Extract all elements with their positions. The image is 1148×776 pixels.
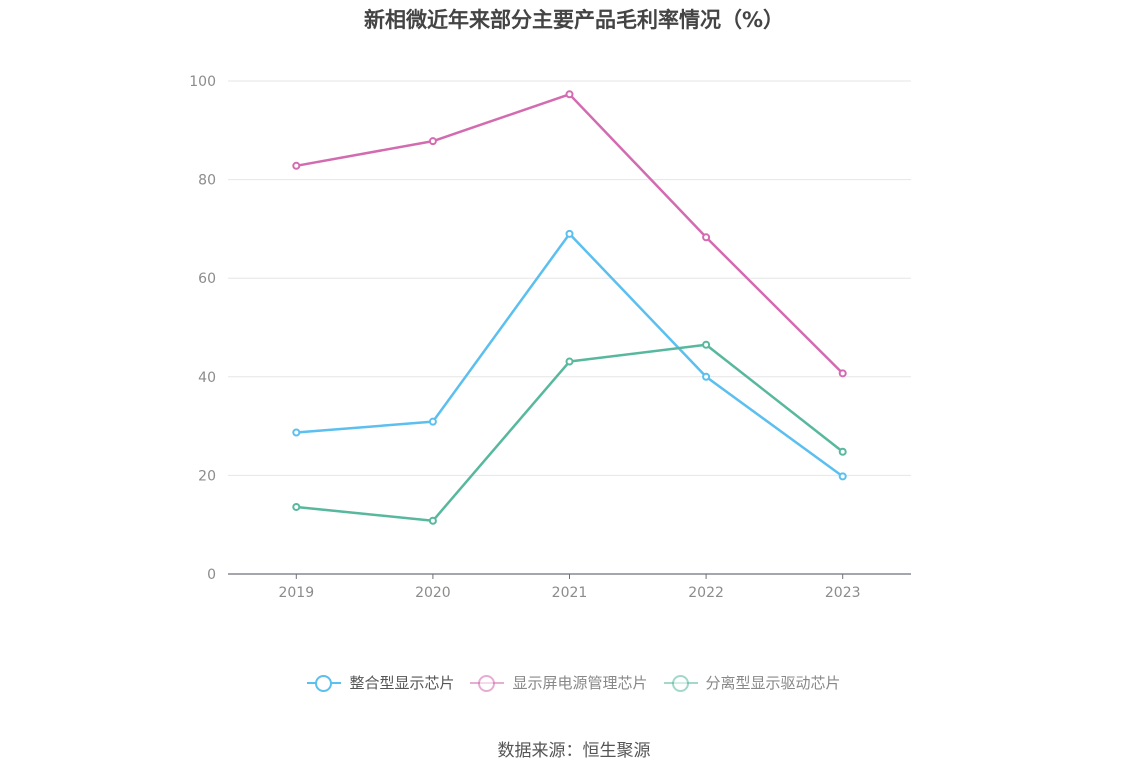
legend-label: 整合型显示芯片	[349, 674, 455, 692]
data-point	[838, 447, 847, 456]
legend-label: 分离型显示驱动芯片	[705, 674, 841, 692]
data-point	[838, 369, 847, 378]
data-point	[292, 161, 301, 170]
y-tick-label: 20	[198, 468, 216, 484]
legend-swatch	[663, 674, 698, 692]
data-point	[702, 372, 711, 381]
x-tick-label: 2019	[278, 585, 314, 601]
data-point	[428, 516, 437, 525]
x-tick-label: 2020	[415, 585, 451, 601]
data-point	[428, 137, 437, 146]
legend-item-1[interactable]: 整合型显示芯片	[307, 672, 454, 693]
legend: 整合型显示芯片 显示屏电源管理芯片 分离型显示驱动芯片	[0, 672, 1148, 693]
x-tick-label: 2021	[552, 585, 588, 601]
grid-lines	[228, 80, 911, 476]
x-axis: 2019 2020 2021 2022 2023	[228, 573, 911, 601]
y-tick-label: 60	[198, 271, 216, 287]
series-layer	[292, 90, 847, 525]
x-tick-label: 2022	[688, 585, 724, 601]
y-axis: 0 20 40 60 80 100	[189, 74, 216, 583]
data-point	[428, 417, 437, 426]
y-tick-label: 40	[198, 370, 216, 386]
legend-item-2[interactable]: 显示屏电源管理芯片	[470, 672, 648, 693]
data-point	[565, 229, 574, 238]
data-point	[702, 340, 711, 349]
y-tick-label: 0	[207, 567, 216, 583]
data-point	[838, 472, 847, 481]
data-point	[702, 233, 711, 242]
y-tick-label: 100	[189, 74, 216, 90]
x-tick-label: 2023	[825, 585, 861, 601]
legend-label: 显示屏电源管理芯片	[512, 674, 648, 692]
chart-title: 新相微近年来部分主要产品毛利率情况（%）	[363, 8, 785, 32]
data-point	[292, 428, 301, 437]
data-point	[565, 357, 574, 366]
data-point	[565, 90, 574, 99]
legend-swatch	[470, 674, 505, 692]
series-line-1	[296, 232, 844, 478]
data-source: 数据来源：恒生聚源	[497, 741, 651, 761]
legend-swatch	[307, 674, 342, 692]
legend-item-3[interactable]: 分离型显示驱动芯片	[663, 672, 841, 693]
data-point	[292, 502, 301, 511]
y-tick-label: 80	[198, 173, 216, 189]
series-line-3	[296, 343, 844, 523]
